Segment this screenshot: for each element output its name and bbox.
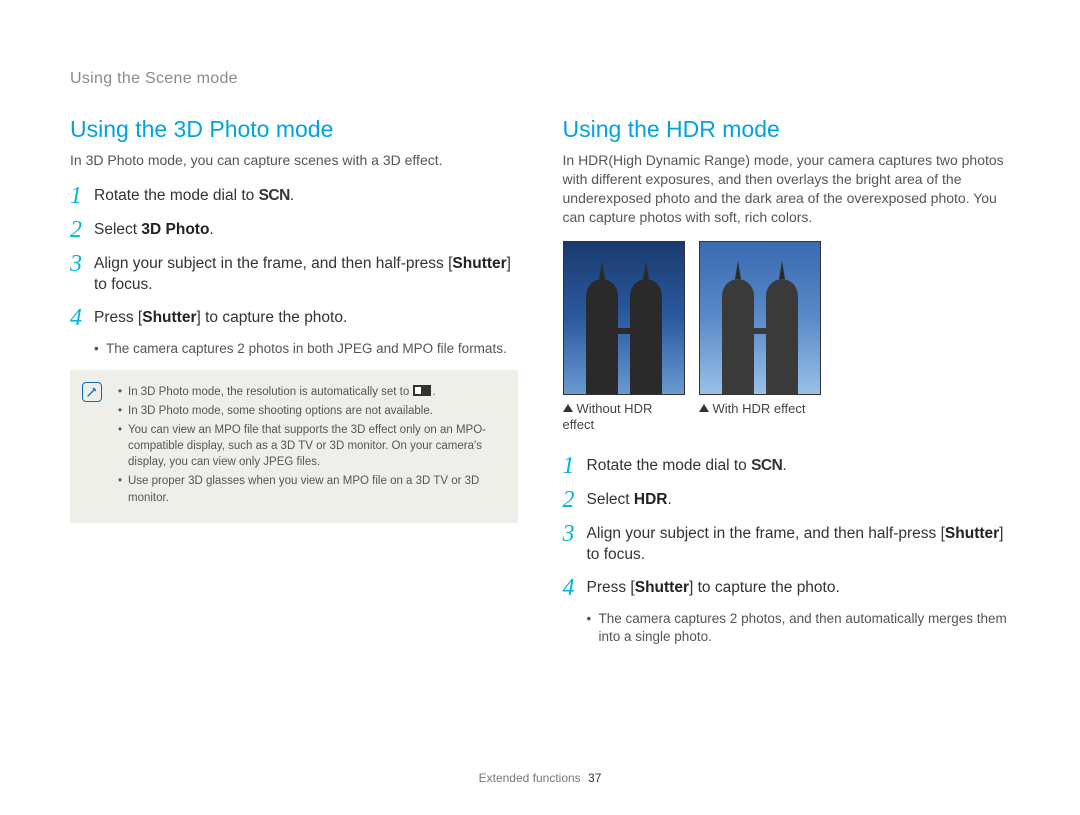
step-1: 1 Rotate the mode dial to SCN.	[70, 184, 518, 208]
intro-3d: In 3D Photo mode, you can capture scenes…	[70, 151, 518, 170]
step-number: 2	[563, 488, 587, 512]
triangle-up-icon	[699, 404, 709, 412]
step-number: 2	[70, 218, 94, 242]
sub-bullet: The camera captures 2 photos, and then a…	[587, 610, 1011, 646]
note-box: In 3D Photo mode, the resolution is auto…	[70, 370, 518, 523]
step-4: 4 Press [Shutter] to capture the photo.	[70, 306, 518, 330]
step-text: Select	[587, 491, 634, 508]
page-number: 37	[588, 771, 601, 785]
step-text: Align your subject in the frame, and the…	[94, 255, 452, 272]
step-3: 3 Align your subject in the frame, and t…	[70, 252, 518, 296]
content-columns: Using the 3D Photo mode In 3D Photo mode…	[70, 116, 1010, 659]
step-text: Rotate the mode dial to	[94, 187, 259, 204]
step-text: .	[290, 187, 294, 204]
photo-without-hdr	[563, 241, 685, 395]
step-text: Select	[94, 221, 141, 238]
left-column: Using the 3D Photo mode In 3D Photo mode…	[70, 116, 518, 659]
step-bold: HDR	[634, 491, 668, 508]
step-text: Rotate the mode dial to	[587, 457, 752, 474]
sub-bullet: The camera captures 2 photos in both JPE…	[94, 340, 518, 358]
section-title-hdr: Using the HDR mode	[563, 116, 1011, 143]
step-3: 3 Align your subject in the frame, and t…	[563, 522, 1011, 566]
step-bold: Shutter	[142, 309, 196, 326]
note-icon	[82, 382, 102, 402]
resolution-icon	[413, 385, 431, 396]
step-text: .	[667, 491, 671, 508]
step-bold: Shutter	[945, 525, 999, 542]
note-item: In 3D Photo mode, the resolution is auto…	[118, 384, 504, 400]
note-item: Use proper 3D glasses when you view an M…	[118, 473, 504, 505]
step-text: ] to capture the photo.	[689, 579, 840, 596]
step-2: 2 Select 3D Photo.	[70, 218, 518, 242]
triangle-up-icon	[563, 404, 573, 412]
step-text: Press [	[94, 309, 142, 326]
step-text: Align your subject in the frame, and the…	[587, 525, 945, 542]
step-text: Press [	[587, 579, 635, 596]
sub-bullets-hdr: The camera captures 2 photos, and then a…	[563, 610, 1011, 646]
photo-with-hdr	[699, 241, 821, 395]
scn-icon: SCN	[751, 457, 782, 474]
step-text: ] to capture the photo.	[196, 309, 347, 326]
note-item: In 3D Photo mode, some shooting options …	[118, 403, 504, 419]
scn-icon: SCN	[259, 187, 290, 204]
section-title-3d: Using the 3D Photo mode	[70, 116, 518, 143]
step-text: .	[782, 457, 786, 474]
page-header: Using the Scene mode	[70, 70, 1010, 88]
step-4: 4 Press [Shutter] to capture the photo.	[563, 576, 1011, 600]
photo-comparison	[563, 241, 1011, 395]
step-bold: Shutter	[635, 579, 689, 596]
caption-row: Without HDR effect With HDR effect	[563, 401, 1011, 435]
caption-with: With HDR effect	[699, 401, 821, 435]
step-number: 3	[563, 522, 587, 546]
page-footer: Extended functions 37	[0, 771, 1080, 785]
step-number: 1	[563, 454, 587, 478]
step-bold: 3D Photo	[141, 221, 209, 238]
step-number: 1	[70, 184, 94, 208]
sub-bullets-3d: The camera captures 2 photos in both JPE…	[70, 340, 518, 358]
caption-without: Without HDR effect	[563, 401, 685, 435]
step-text: .	[209, 221, 213, 238]
step-number: 4	[70, 306, 94, 330]
steps-3d: 1 Rotate the mode dial to SCN. 2 Select …	[70, 184, 518, 330]
intro-hdr: In HDR(High Dynamic Range) mode, your ca…	[563, 151, 1011, 227]
right-column: Using the HDR mode In HDR(High Dynamic R…	[563, 116, 1011, 659]
note-item: You can view an MPO file that supports t…	[118, 422, 504, 470]
step-number: 4	[563, 576, 587, 600]
step-2: 2 Select HDR.	[563, 488, 1011, 512]
steps-hdr: 1 Rotate the mode dial to SCN. 2 Select …	[563, 454, 1011, 600]
step-number: 3	[70, 252, 94, 276]
footer-label: Extended functions	[479, 771, 581, 785]
step-1: 1 Rotate the mode dial to SCN.	[563, 454, 1011, 478]
step-bold: Shutter	[452, 255, 506, 272]
